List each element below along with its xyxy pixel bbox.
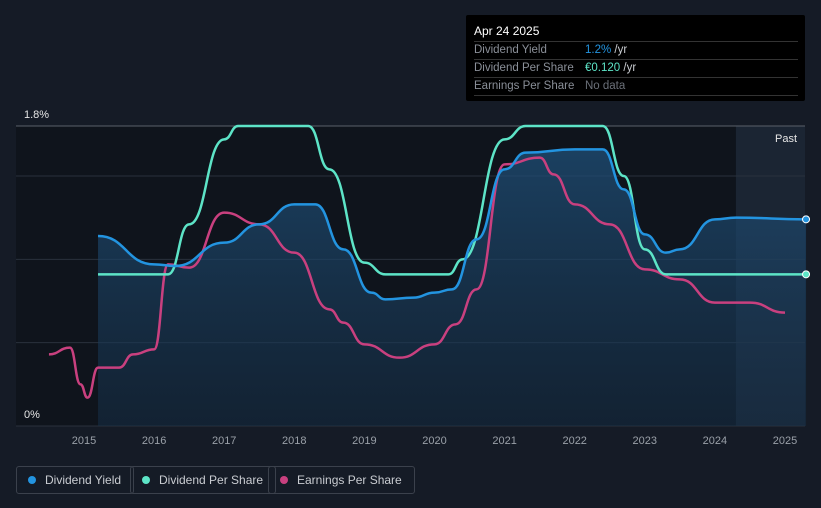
series-line-dividend-per-share [98, 124, 807, 276]
past-label: Past [775, 133, 797, 145]
tooltip-row-eps: Earnings Per Share No data [474, 77, 798, 96]
series-end-marker [802, 270, 811, 279]
y-tick-label: 1.8% [24, 109, 49, 121]
legend-dot-icon [280, 476, 288, 484]
x-tick-label: 2017 [212, 435, 236, 447]
dividend-yield-area [98, 149, 807, 427]
x-tick-label: 2024 [703, 435, 727, 447]
series-line-earnings-per-share [48, 156, 786, 399]
legend-dividend-yield[interactable]: Dividend Yield [16, 466, 135, 494]
legend-dividend-per-share[interactable]: Dividend Per Share [130, 466, 277, 494]
x-tick-label: 2016 [142, 435, 166, 447]
legend-dot-icon [28, 476, 36, 484]
x-tick-label: 2025 [773, 435, 797, 447]
y-tick-label: 0% [24, 409, 40, 421]
series-end-marker [802, 215, 811, 224]
x-tick-label: 2021 [492, 435, 516, 447]
x-tick-label: 2019 [352, 435, 376, 447]
tooltip-row-dps: Dividend Per Share €0.120 /yr [474, 59, 798, 77]
tooltip-row-yield: Dividend Yield 1.2% /yr [474, 41, 798, 59]
x-tick-label: 2022 [562, 435, 586, 447]
series-line-dividend-yield [97, 148, 807, 301]
x-tick-label: 2020 [422, 435, 446, 447]
legend-dot-icon [142, 476, 150, 484]
tooltip-date: Apr 24 2025 [474, 24, 540, 38]
x-tick-label: 2015 [72, 435, 96, 447]
x-tick-label: 2018 [282, 435, 306, 447]
tooltip: Apr 24 2025 Dividend Yield 1.2% /yr Divid… [466, 15, 805, 101]
legend-earnings-per-share[interactable]: Earnings Per Share [268, 466, 415, 494]
x-tick-label: 2023 [633, 435, 657, 447]
